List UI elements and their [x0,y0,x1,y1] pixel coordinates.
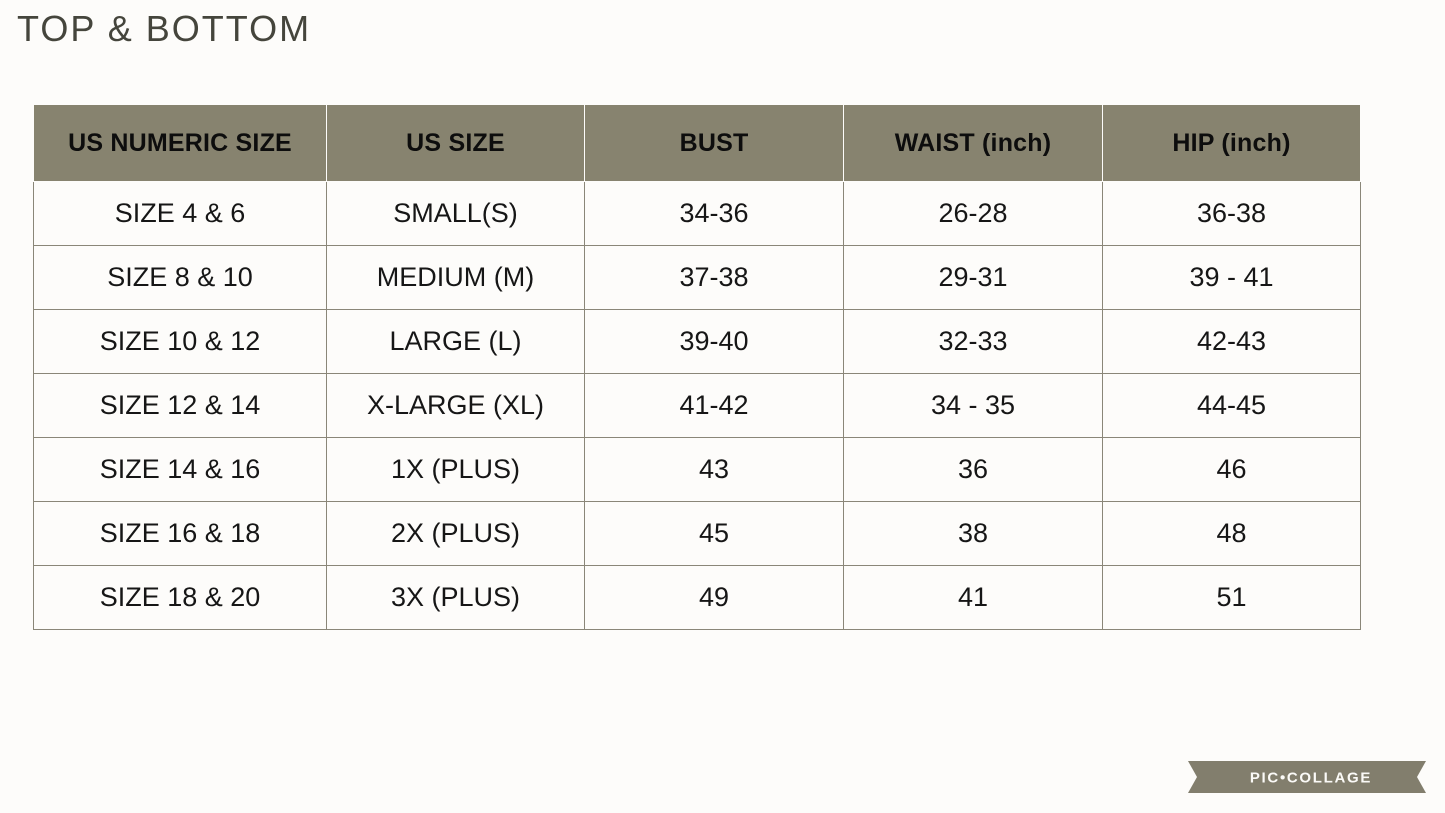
svg-text:PIC•COLLAGE: PIC•COLLAGE [1250,770,1372,787]
